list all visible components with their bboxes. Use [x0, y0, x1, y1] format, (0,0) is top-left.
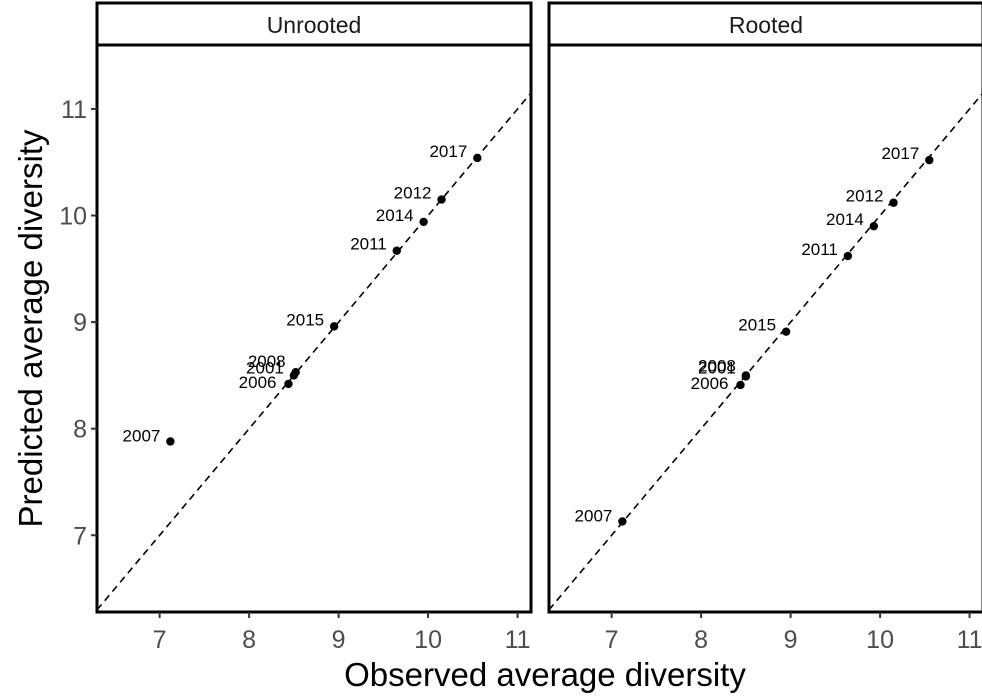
x-tick-label: 10	[414, 626, 442, 654]
data-point-2015	[329, 322, 339, 331]
x-tick-label: 11	[505, 626, 531, 654]
data-point-2006	[284, 379, 293, 389]
point-label-2008: 2008	[248, 352, 286, 371]
x-tick-label: 9	[784, 626, 798, 654]
data-point-2017	[925, 155, 934, 165]
x-tick-label: 10	[866, 626, 894, 654]
data-point-2007	[166, 437, 175, 446]
facet-strip	[547, 1, 982, 47]
y-axis-title: Predicted average diversity	[12, 129, 49, 528]
y-tick-label: 10	[59, 203, 87, 231]
point-label-2001: 2001	[698, 358, 736, 377]
x-tick-label: 8	[242, 626, 256, 654]
point-label-2008: 2008	[698, 356, 736, 375]
identity-reference-line	[549, 92, 982, 611]
point-label-2001: 2001	[246, 358, 284, 377]
data-point-2014	[869, 221, 879, 231]
point-label-2014: 2014	[376, 206, 414, 225]
data-point-2001	[741, 371, 751, 380]
x-tick-label: 9	[332, 626, 346, 654]
data-point-2012	[889, 198, 898, 207]
y-axis: 7 8 9 10 11	[59, 96, 97, 550]
y-tick-label: 11	[61, 96, 87, 124]
data-point-2001	[289, 371, 299, 380]
identity-reference-line	[97, 92, 531, 611]
x-tick-label: 8	[694, 626, 708, 654]
data-point-2006	[736, 380, 745, 390]
x-tick-label: 11	[957, 626, 982, 654]
x-axis-title: Observed average diversity	[344, 656, 746, 693]
facet-strip-title: Unrooted	[267, 12, 362, 38]
point-label-2006: 2006	[691, 374, 729, 393]
x-tick-label: 7	[153, 626, 167, 654]
data-point-2011	[843, 251, 853, 261]
data-point-2014	[419, 217, 428, 227]
point-label-2012: 2012	[846, 187, 884, 206]
panel-border	[547, 43, 982, 614]
data-point-2015	[781, 327, 791, 336]
x-tick-label: 7	[605, 626, 619, 654]
point-label-2007: 2007	[575, 506, 613, 525]
data-point-2007	[618, 517, 627, 526]
y-tick-label: 7	[73, 522, 87, 550]
point-label-2006: 2006	[239, 373, 277, 392]
panel-border	[95, 43, 533, 614]
point-label-2014: 2014	[826, 210, 864, 229]
point-label-2017: 2017	[429, 142, 467, 161]
data-point-2012	[437, 195, 446, 204]
point-label-2015: 2015	[738, 316, 776, 335]
data-point-2017	[473, 153, 482, 163]
point-label-2011: 2011	[801, 240, 838, 259]
y-tick-label: 8	[73, 416, 87, 444]
y-tick-label: 9	[73, 309, 87, 337]
facet-strip-title: Rooted	[729, 12, 803, 38]
data-point-2011	[392, 246, 401, 255]
point-label-2007: 2007	[123, 426, 161, 445]
point-label-2012: 2012	[394, 184, 432, 203]
point-label-2015: 2015	[286, 310, 324, 329]
point-label-2011: 2011	[350, 235, 387, 254]
point-label-2017: 2017	[881, 144, 919, 163]
